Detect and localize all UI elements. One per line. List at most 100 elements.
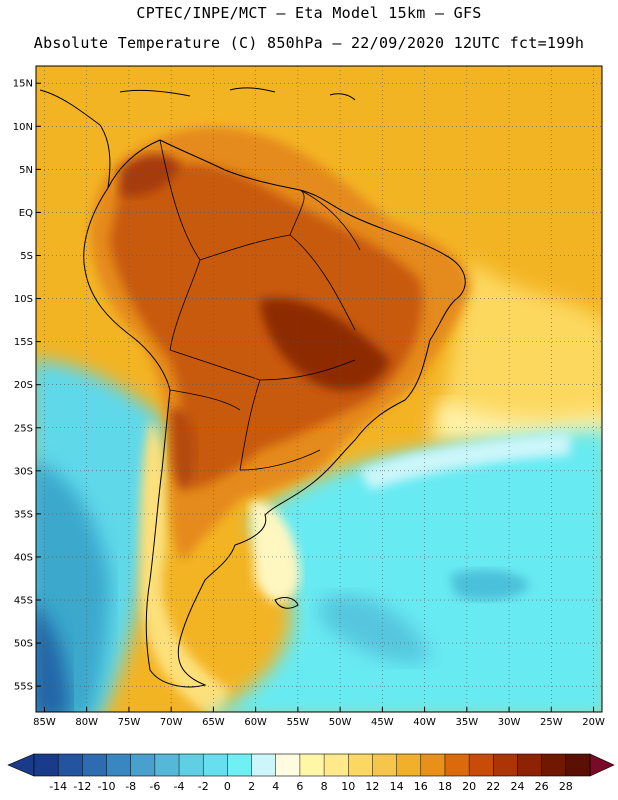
lat-tick-label: 45S (14, 596, 33, 607)
colorbar-swatch (275, 754, 301, 776)
ocean-mild-band (440, 260, 602, 425)
title-line-1: CPTEC/INPE/MCT – Eta Model 15km – GFS (136, 4, 482, 22)
colorbar-label: 6 (296, 780, 303, 793)
lon-tick-label: 40W (413, 717, 436, 728)
colorbar-label: 2 (248, 780, 255, 793)
title-line-2: Absolute Temperature (C) 850hPa – 22/09/… (33, 34, 585, 52)
colorbar-swatch (324, 754, 349, 776)
lat-tick-label: EQ (19, 208, 33, 219)
colorbar-swatch (493, 754, 518, 776)
colorbar-swatch (179, 754, 204, 776)
colorbar-label: 24 (510, 780, 524, 793)
lat-tick-label: 5N (19, 165, 33, 176)
lat-tick-label: 15N (13, 79, 33, 90)
colorbar-label: -2 (198, 780, 209, 793)
colorbar: -14 -12 -10 -8 -6 -4 -2 0 2 4 6 8 10 12 14 16 18 20 22 24 26… (7, 753, 615, 793)
colorbar-label: -4 (174, 780, 185, 793)
colorbar-label: 26 (535, 780, 549, 793)
colorbar-label: 22 (486, 780, 500, 793)
falklands (274, 597, 299, 609)
colorbar-swatch (106, 754, 131, 776)
colorbar-frame (33, 753, 591, 777)
colorbar-label: 8 (321, 780, 328, 793)
colorbar-label: 20 (462, 780, 476, 793)
colorbar-swatch (420, 754, 446, 776)
colorbar-right-arrow (589, 753, 615, 777)
colorbar-label: -10 (98, 780, 116, 793)
atlantic-cold-band (320, 594, 430, 663)
pacific-very-cold (36, 605, 70, 712)
colorbar-swatch (82, 754, 107, 776)
lat-tick-label: 10N (13, 122, 33, 133)
colorbar-label: 28 (559, 780, 573, 793)
lon-tick-label: 70W (160, 717, 183, 728)
coastlines (39, 87, 466, 688)
plata-pale (250, 500, 300, 603)
atlantic-cold-patch (450, 569, 530, 601)
colorbar-swatch (227, 754, 252, 776)
colorbar-swatch (203, 754, 228, 776)
lat-tick-label: 35S (14, 509, 33, 520)
lon-tick-label: 45W (371, 717, 394, 728)
colorbar-swatch (154, 754, 180, 776)
lat-tick-label: 20S (14, 380, 33, 391)
lat-tick-label: 10S (14, 294, 33, 305)
pacific-coast-yellow (140, 420, 230, 712)
lon-tick-label: 50W (329, 717, 352, 728)
south-america-coastline (83, 139, 466, 688)
lon-tick-label: 30W (498, 717, 521, 728)
lat-tick-label: 5S (20, 251, 33, 262)
atlantic-cool (214, 430, 602, 712)
colorbar-swatch (565, 754, 591, 776)
colorbar-label: 12 (365, 780, 379, 793)
lat-tick-label: 40S (14, 552, 33, 563)
colorbar-swatch (299, 754, 325, 776)
colorbar-swatch (396, 754, 422, 776)
lon-tick-label: 85W (33, 717, 56, 728)
colorbar-swatch (348, 754, 373, 776)
colorbar-swatch (517, 754, 542, 776)
colorbar-swatch (372, 754, 397, 776)
colorbar-swatch (34, 754, 59, 776)
lon-tick-label: 75W (118, 717, 141, 728)
map-frame (35, 65, 603, 713)
colorbar-label: 14 (390, 780, 404, 793)
colorbar-left-arrow (7, 753, 35, 777)
central-america-coast (39, 89, 111, 189)
land-very-hot (260, 298, 390, 391)
colorbar-label: -12 (73, 780, 91, 793)
axis-ticks: 15N 10N 5N EQ 5S 10S 15S 20S 25S 30S 35S 40S 45S 50S 5… (13, 79, 605, 728)
atlantic-pale (360, 432, 570, 490)
land-andes-hot (170, 408, 197, 491)
country-borders (159, 139, 361, 471)
colorbar-label: 16 (414, 780, 428, 793)
lat-tick-label: 50S (14, 639, 33, 650)
colorbar-label: -14 (49, 780, 67, 793)
colorbar-swatch (251, 754, 277, 776)
colorbar-label: 4 (272, 780, 279, 793)
lat-tick-label: 15S (14, 337, 33, 348)
lat-tick-label: 25S (14, 423, 33, 434)
lon-tick-label: 60W (244, 717, 267, 728)
colorbar-swatch (469, 754, 494, 776)
colorbar-label: 18 (438, 780, 452, 793)
lon-tick-label: 20W (582, 717, 605, 728)
lat-tick-label: 30S (14, 466, 33, 477)
colorbar-swatch (58, 754, 83, 776)
lon-tick-label: 25W (540, 717, 563, 728)
caribbean-islands (119, 87, 356, 101)
colorbar-swatch (130, 754, 156, 776)
lon-tick-label: 35W (456, 717, 479, 728)
colorbar-label: -6 (149, 780, 160, 793)
colorbar-swatch (444, 754, 470, 776)
lon-tick-label: 65W (202, 717, 225, 728)
lon-tick-label: 55W (287, 717, 310, 728)
colorbar-label: 0 (224, 780, 231, 793)
colorbar-label: -8 (125, 780, 136, 793)
temperature-field (36, 66, 602, 712)
colorbar-label: 10 (341, 780, 355, 793)
colorbar-swatch (541, 754, 567, 776)
lon-tick-label: 80W (75, 717, 98, 728)
lat-tick-label: 55S (14, 682, 33, 693)
